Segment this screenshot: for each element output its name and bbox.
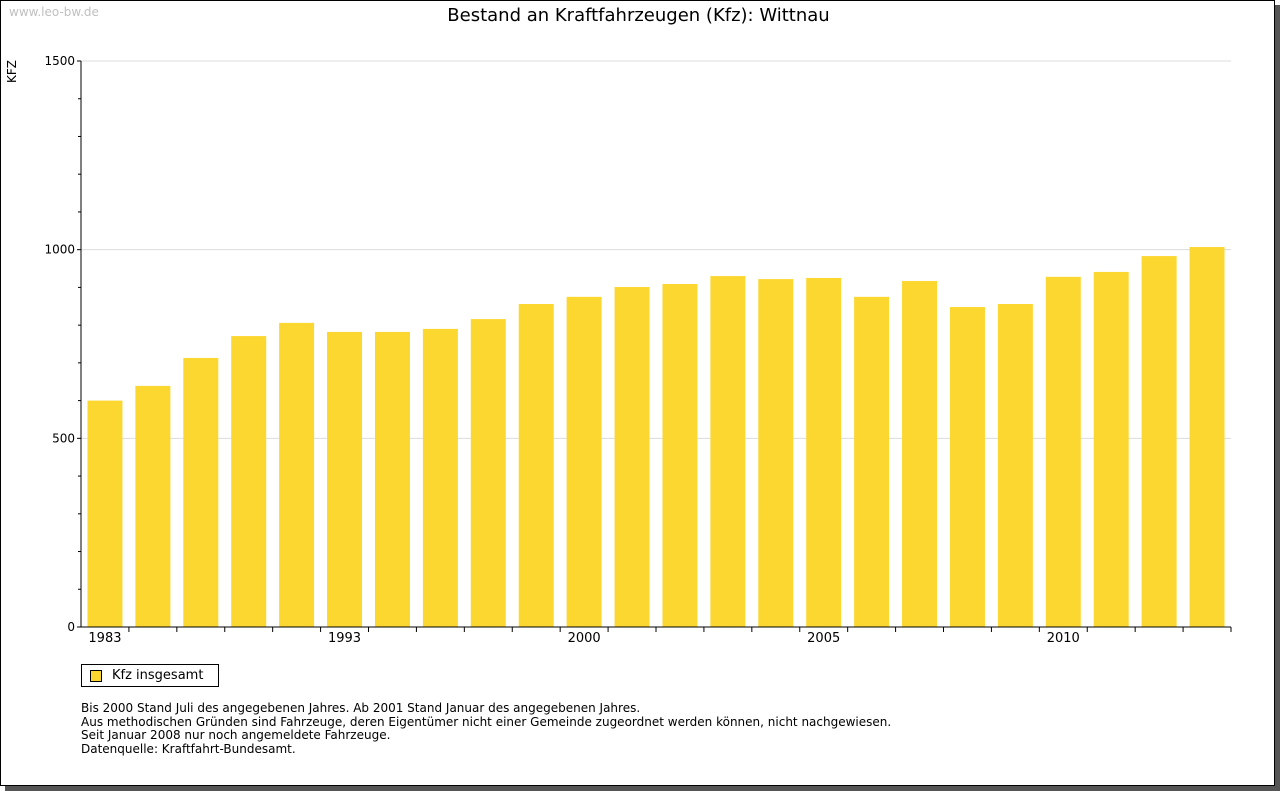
footnote: Bis 2000 Stand Juli des angegebenen Jahr… [81, 701, 641, 715]
bar [470, 319, 506, 627]
bar [327, 331, 363, 627]
bar [997, 304, 1033, 627]
bar [518, 304, 554, 627]
footnote: Aus methodischen Gründen sind Fahrzeuge,… [81, 714, 892, 729]
bar [949, 307, 985, 627]
x-tick-label: 1993 [328, 631, 361, 646]
bar [1093, 271, 1129, 627]
y-tick-label: 500 [52, 431, 75, 445]
bar [566, 296, 602, 627]
bar [806, 277, 842, 627]
bar [135, 385, 171, 627]
x-tick-label: 2000 [568, 631, 601, 646]
bar [87, 400, 123, 627]
bar [854, 296, 890, 627]
bar [1141, 256, 1177, 627]
bar [614, 287, 650, 627]
bar [1045, 276, 1081, 627]
bar [422, 328, 458, 627]
x-tick-label: 1983 [88, 631, 121, 646]
x-tick-label: 2010 [1047, 631, 1080, 646]
bar [279, 322, 315, 627]
legend-label: Kfz insgesamt [112, 668, 204, 683]
bar [183, 357, 219, 627]
plot-area: 0 500 1000 1500 1983 1993 2000 2005 2010 [44, 54, 1232, 646]
bar [1189, 247, 1225, 627]
bar [374, 331, 410, 627]
legend-swatch [90, 669, 102, 682]
bar [758, 279, 794, 627]
bar [710, 276, 746, 627]
footnote: Datenquelle: Kraftfahrt-Bundesamt. [81, 741, 296, 756]
footnote: Seit Januar 2008 nur noch angemeldete Fa… [81, 728, 391, 742]
bar [231, 336, 267, 627]
legend: Kfz insgesamt [81, 664, 219, 687]
bar [662, 284, 698, 627]
y-tick-label: 1000 [44, 243, 75, 257]
y-tick-label: 0 [67, 620, 75, 634]
x-tick-label: 2005 [807, 631, 840, 646]
chart-title: Bestand an Kraftfahrzeugen (Kfz): Wittna… [447, 5, 830, 26]
y-tick-label: 1500 [44, 54, 75, 68]
bar [902, 280, 938, 627]
footnotes: Bis 2000 Stand Juli des angegebenen Jahr… [81, 701, 892, 756]
watermark: www.leo-bw.de [9, 5, 99, 19]
